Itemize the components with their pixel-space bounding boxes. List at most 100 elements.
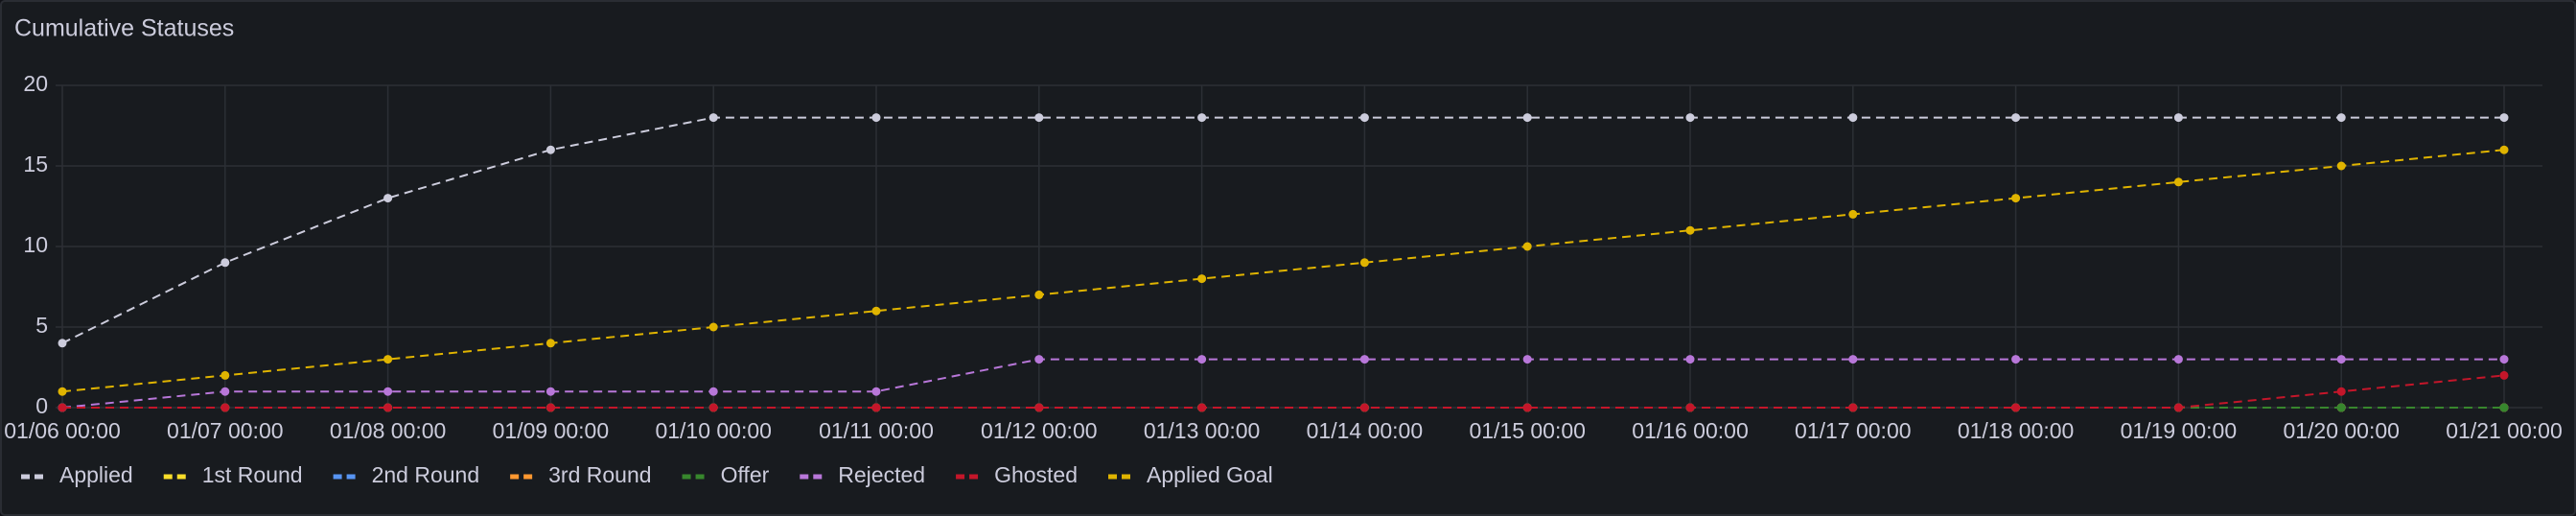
legend-item: 2nd Round [333,462,480,487]
legend-label: Rejected [838,462,925,487]
x-tick-label: 01/07 00:00 [167,418,284,443]
data-point [2499,370,2509,380]
data-point [708,387,718,396]
data-point [2011,113,2021,123]
x-tick-label: 01/09 00:00 [493,418,610,443]
y-tick-label: 10 [23,232,48,257]
data-point [1848,113,1858,123]
data-point [220,370,230,380]
data-point [1197,113,1207,123]
x-tick-label: 01/19 00:00 [2121,418,2238,443]
data-point [545,339,555,348]
data-point [383,403,393,412]
data-point [1034,355,1044,364]
x-tick-label: 01/11 00:00 [819,418,934,443]
data-point [871,306,881,316]
data-point [383,355,393,364]
data-point [2499,355,2509,364]
data-point [1034,403,1044,412]
y-tick-label: 20 [23,71,48,96]
x-tick-label: 01/10 00:00 [655,418,772,443]
legend-label: 3rd Round [548,462,651,487]
legend-item: 1st Round [163,462,303,487]
data-point [545,145,555,154]
data-point [1685,113,1695,123]
y-tick-label: 15 [23,152,48,176]
chart-title: Cumulative Statuses [14,15,234,42]
x-tick-label: 01/20 00:00 [2283,418,2400,443]
legend-item: 3rd Round [510,462,652,487]
series-line [62,374,2505,409]
data-point [220,258,230,268]
data-point [1848,403,1858,412]
data-point [58,387,67,396]
legend-label: Applied [59,462,133,487]
x-tick-label: 01/16 00:00 [1632,418,1749,443]
data-point [2173,113,2183,123]
series-line [61,358,2504,409]
data-point [2336,161,2346,171]
data-point [1522,242,1532,251]
data-point [1034,290,1044,299]
data-point [2173,177,2183,187]
series-line [61,149,2505,393]
x-tick-label: 01/06 00:00 [4,418,121,443]
data-point [1522,113,1532,123]
data-point [1848,209,1858,219]
data-point [383,387,393,396]
x-tick-label: 01/18 00:00 [1958,418,2075,443]
x-tick-label: 01/08 00:00 [330,418,447,443]
data-point [1359,113,1369,123]
data-point [58,403,67,412]
legend-label: 2nd Round [372,462,480,487]
data-point [1197,403,1207,412]
legend-label: Applied Goal [1147,462,1273,487]
data-point [708,113,718,123]
data-point [871,403,881,412]
data-point [708,403,718,412]
x-tick-label: 01/17 00:00 [1795,418,1912,443]
data-point [1685,355,1695,364]
data-point [1848,355,1858,364]
legend-item: Offer [682,462,770,487]
x-tick-label: 01/21 00:00 [2446,418,2563,443]
data-point [1522,403,1532,412]
legend-label: Ghosted [994,462,1078,487]
data-point [2011,403,2021,412]
legend-item: Ghosted [956,462,1078,487]
data-point [2336,387,2346,396]
legend-item: Applied Goal [1108,462,1273,487]
data-point [2011,355,2021,364]
data-point [220,403,230,412]
data-point [708,322,718,332]
data-point [1197,355,1207,364]
x-tick-label: 01/12 00:00 [981,418,1098,443]
x-tick-label: 01/13 00:00 [1144,418,1261,443]
data-point [1685,403,1695,412]
legend-label: Offer [721,462,770,487]
data-point [2336,113,2346,123]
data-point [2336,355,2346,364]
data-point [1359,355,1369,364]
data-point [383,194,393,203]
data-point [2011,194,2021,203]
legend-item: Applied [21,462,133,487]
data-point [1359,258,1369,268]
data-point [871,113,881,123]
data-point [1034,113,1044,123]
data-point [2499,145,2509,154]
data-point [2336,403,2346,412]
data-point [1359,403,1369,412]
series-line [61,116,2504,344]
data-point [2499,403,2509,412]
x-tick-label: 01/15 00:00 [1469,418,1586,443]
x-tick-label: 01/14 00:00 [1307,418,1424,443]
data-point [871,387,881,396]
data-point [1522,355,1532,364]
data-point [2499,113,2509,123]
data-point [1685,225,1695,235]
legend-item: Rejected [800,462,925,487]
legend-label: 1st Round [202,462,303,487]
